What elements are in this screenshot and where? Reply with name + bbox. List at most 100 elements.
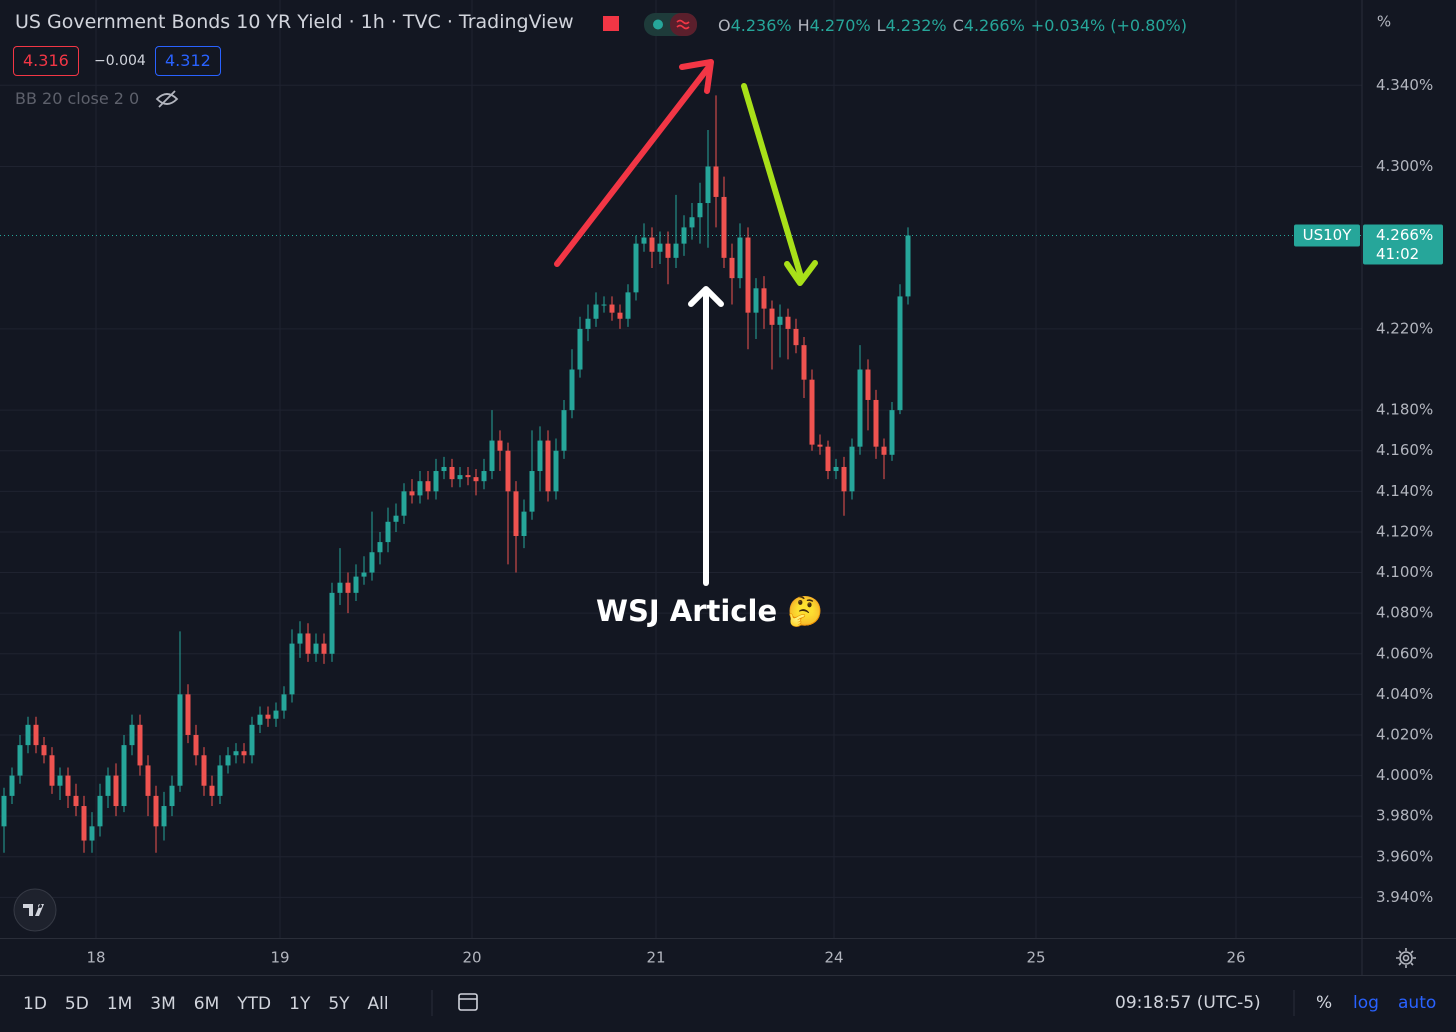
candle-body xyxy=(17,745,23,776)
range-button[interactable]: All xyxy=(367,994,389,1014)
candle-body xyxy=(385,521,391,543)
range-button[interactable]: 1M xyxy=(106,994,133,1014)
candle-body xyxy=(305,633,311,654)
tv-logo[interactable] xyxy=(13,888,57,932)
candle-body xyxy=(665,243,671,258)
candle-body xyxy=(409,491,415,496)
y-tick-label: 3.980% xyxy=(1376,807,1433,825)
candle-body xyxy=(417,481,423,496)
candle-body xyxy=(89,826,95,841)
plot xyxy=(0,95,1362,853)
ohlc-value: 4.236% xyxy=(730,16,792,35)
candle-body xyxy=(313,643,319,654)
candle-body xyxy=(241,751,247,756)
candle-body xyxy=(49,755,55,786)
eye-slash xyxy=(158,90,176,108)
range-button[interactable]: 3M xyxy=(150,994,176,1014)
candle-body xyxy=(801,345,807,380)
candle-body xyxy=(369,552,375,573)
y-tick-label: 3.960% xyxy=(1376,847,1433,865)
scale-option[interactable]: auto xyxy=(1398,993,1437,1013)
candle-body xyxy=(337,582,343,593)
countdown-label: 41:02 xyxy=(1376,245,1419,263)
candle-body xyxy=(545,440,551,492)
candle-body xyxy=(401,491,407,516)
candle-body xyxy=(145,765,151,796)
candle-body xyxy=(633,243,639,293)
candle-body xyxy=(817,444,823,447)
candle-body xyxy=(673,243,679,258)
candle-body xyxy=(849,446,855,492)
ask-price[interactable]: 4.316 xyxy=(13,46,79,76)
arrow-head xyxy=(784,260,818,286)
candle-body xyxy=(9,775,15,796)
range-button[interactable]: 1D xyxy=(23,994,47,1014)
candle-body xyxy=(729,257,735,279)
candle-body xyxy=(529,471,535,512)
y-tick-label: 4.300% xyxy=(1376,157,1433,175)
gear-hub xyxy=(1402,954,1410,962)
scale-option[interactable]: log xyxy=(1353,993,1379,1013)
annotations xyxy=(554,59,818,586)
range-button[interactable]: 5Y xyxy=(328,994,350,1014)
candle-body xyxy=(265,714,271,719)
x-tick-label: 25 xyxy=(1026,949,1045,967)
candle-body xyxy=(585,318,591,329)
ohlc-label: L xyxy=(876,16,886,35)
symbol-label: US10Y xyxy=(1303,226,1353,244)
settings-icon[interactable] xyxy=(1396,948,1416,968)
candle-body xyxy=(185,694,191,735)
range-button[interactable]: 5D xyxy=(64,994,89,1014)
axis-unit: % xyxy=(1377,13,1391,31)
y-tick-label: 4.140% xyxy=(1376,482,1433,500)
candle-body xyxy=(897,296,903,411)
candle-body xyxy=(137,724,143,766)
candle-body xyxy=(609,304,615,313)
candle-body xyxy=(393,515,399,522)
y-tick-label: 3.940% xyxy=(1376,888,1433,906)
candle-body xyxy=(761,288,767,309)
candle-body xyxy=(561,410,567,451)
y-tick-label: 4.000% xyxy=(1376,766,1433,784)
range-button[interactable]: 1Y xyxy=(289,994,311,1014)
candle-body xyxy=(513,491,519,536)
eye-off-icon[interactable] xyxy=(155,90,179,108)
candle-body xyxy=(81,806,87,841)
toggle-wave xyxy=(676,19,690,30)
range-button[interactable]: YTD xyxy=(237,994,272,1014)
candle-body xyxy=(289,643,295,695)
ohlc-label: C xyxy=(952,16,964,35)
ohlc-value: 4.266% xyxy=(963,16,1025,35)
clock: 09:18:57 (UTC-5) xyxy=(1115,993,1261,1013)
y-tick-label: 4.120% xyxy=(1376,522,1433,540)
candle-body xyxy=(65,775,71,796)
candle-body xyxy=(809,379,815,445)
candle-body xyxy=(57,775,63,786)
ohlc-label: H xyxy=(797,16,810,35)
candle-body xyxy=(593,304,599,319)
y-tick-label: 4.040% xyxy=(1376,685,1433,703)
toggle-part xyxy=(670,13,697,36)
date-range-icon[interactable] xyxy=(458,993,478,1011)
y-tick-label: 4.220% xyxy=(1376,319,1433,337)
candle-body xyxy=(577,328,583,370)
candle-body xyxy=(473,477,479,482)
bid-price[interactable]: 4.312 xyxy=(155,46,221,76)
candle-body xyxy=(361,572,367,577)
x-tick-label: 19 xyxy=(270,949,289,967)
range-button[interactable]: 6M xyxy=(193,994,220,1014)
toggle-dot xyxy=(653,19,663,30)
candle-body xyxy=(217,765,223,796)
y-tick-label: 4.100% xyxy=(1376,563,1433,581)
ohlc-item: C4.266% xyxy=(953,16,1025,35)
candle-body xyxy=(737,237,743,279)
candle-body xyxy=(689,217,695,228)
candle-body xyxy=(697,203,703,218)
candle-body xyxy=(905,235,911,297)
candle-body xyxy=(465,475,471,478)
candle-body xyxy=(1,795,7,827)
scale-option[interactable]: % xyxy=(1316,993,1333,1013)
candle-body xyxy=(497,440,503,451)
candle-body xyxy=(73,795,79,807)
candle-body xyxy=(209,785,215,796)
